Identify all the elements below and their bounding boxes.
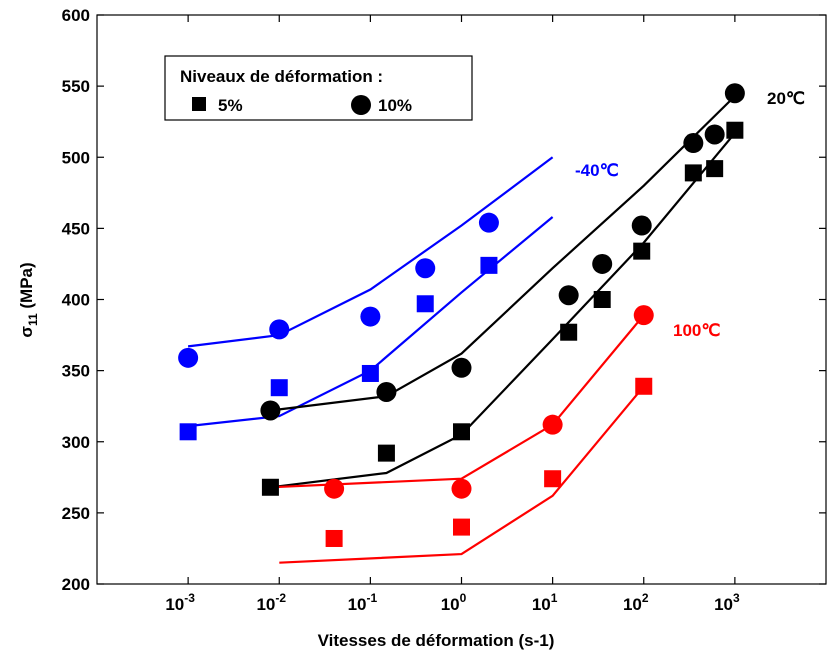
series-label-minus40: -40℃	[575, 161, 619, 180]
data-point-circle	[324, 478, 345, 499]
x-tick-label: 101	[532, 591, 558, 614]
legend-title: Niveaux de déformation :	[180, 67, 383, 86]
model-line-1-0	[270, 95, 736, 412]
y-tick-label: 550	[62, 77, 90, 96]
data-point-circle	[542, 414, 563, 435]
y-axis-label: σ11 (MPa)	[17, 262, 40, 337]
legend-square-marker	[192, 97, 206, 111]
data-point-square	[593, 291, 611, 308]
data-point-circle	[269, 319, 290, 340]
y-tick-label: 600	[62, 6, 90, 25]
data-point-circle	[704, 124, 725, 145]
x-tick-label: 103	[714, 591, 740, 614]
data-point-circle	[260, 400, 281, 421]
x-tick-label: 102	[623, 591, 649, 614]
y-tick-label: 250	[62, 504, 90, 523]
data-point-circle	[478, 212, 499, 233]
data-point-square	[544, 470, 562, 488]
data-point-square	[635, 377, 653, 395]
model-line-1-1	[270, 132, 736, 489]
x-tick-label: 100	[441, 591, 467, 614]
data-point-square	[261, 478, 279, 496]
y-tick-label: 450	[62, 219, 90, 238]
data-point-square	[706, 160, 724, 178]
data-point-circle	[451, 357, 472, 378]
ticks: 200 250 300 350 400 450 500 550 600 10-3 10-2 10-1 1…	[62, 6, 826, 614]
series-label-100: 100℃	[673, 321, 720, 340]
data-point-square	[684, 164, 702, 182]
data-point-circle	[592, 253, 613, 274]
data-point-circle	[724, 83, 745, 104]
data-point-square	[726, 121, 744, 139]
data-point-square	[416, 295, 434, 313]
x-axis-label: Vitesses de déformation (s-1)	[318, 631, 555, 650]
data-point-square	[453, 423, 470, 441]
x-tick-label: 10-1	[348, 591, 378, 614]
legend-label-5pct: 5%	[218, 96, 243, 115]
data-point-circle	[178, 347, 199, 368]
data-point-circle	[633, 305, 654, 326]
legend-circle-marker	[351, 95, 371, 115]
y-tick-label: 400	[62, 291, 90, 310]
y-tick-label: 350	[62, 362, 90, 381]
model-line-2-1	[279, 385, 645, 564]
data-point-square	[480, 256, 498, 274]
data-point-circle	[451, 478, 472, 499]
series-label-20: 20℃	[767, 89, 805, 108]
y-tick-label: 300	[62, 433, 90, 452]
x-tick-label: 10-2	[256, 591, 286, 614]
legend-label-10pct: 10%	[378, 96, 412, 115]
model-line-2-0	[270, 314, 645, 489]
data-point-square	[270, 379, 288, 397]
x-tick-label: 10-3	[165, 591, 195, 614]
data-point-square	[453, 518, 470, 536]
data-point-square	[377, 444, 395, 462]
data-point-circle	[376, 381, 397, 402]
data-point-circle	[360, 306, 381, 327]
y-axis-symbol: σ	[17, 326, 36, 338]
data-point-square	[179, 423, 197, 441]
y-tick-label: 500	[62, 148, 90, 167]
legend: Niveaux de déformation : 5% 10%	[164, 55, 473, 121]
data-point-circle	[631, 215, 652, 236]
data-point-square	[325, 529, 343, 547]
plot-marks	[178, 83, 745, 564]
data-point-square	[560, 323, 578, 341]
data-point-circle	[558, 285, 579, 306]
legend-box	[164, 55, 473, 121]
data-point-circle	[683, 133, 704, 154]
y-axis-unit: (MPa)	[17, 262, 36, 308]
data-point-circle	[415, 258, 436, 279]
data-point-square	[361, 364, 379, 382]
y-axis-subscript: 11	[26, 313, 40, 326]
data-point-square	[633, 242, 651, 260]
model-line-0-0	[187, 156, 554, 348]
y-tick-label: 200	[62, 575, 90, 594]
